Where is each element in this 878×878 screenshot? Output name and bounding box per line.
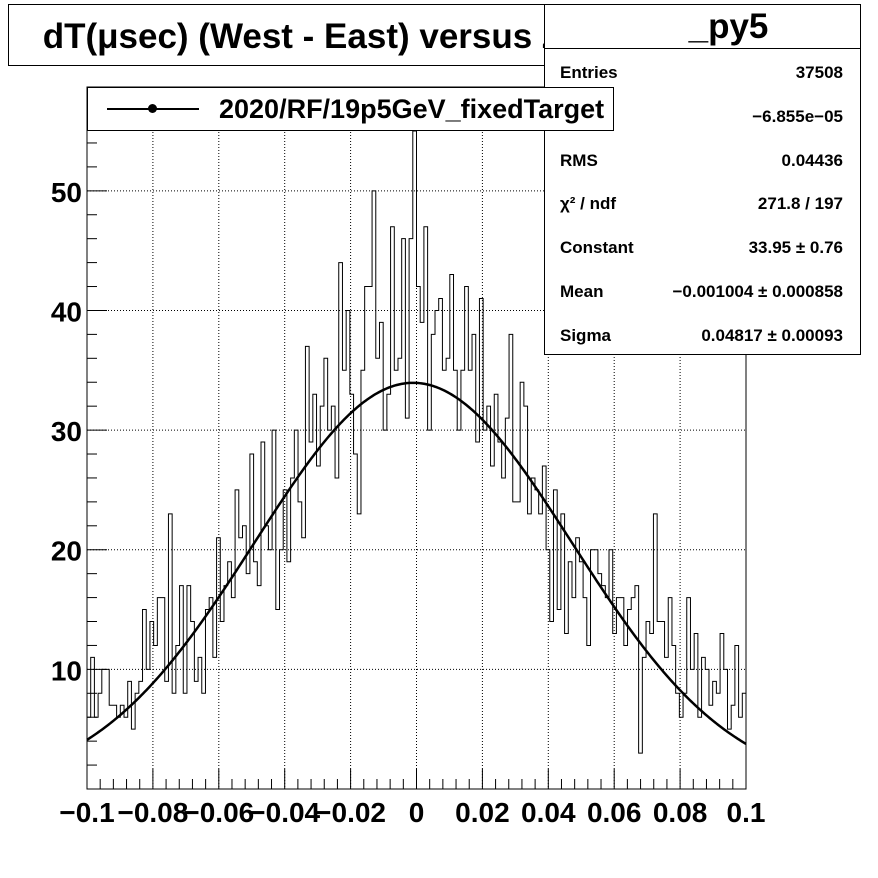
stat-label: Mean — [560, 282, 604, 301]
x-tick-label: −0.06 — [183, 797, 254, 828]
legend-marker — [148, 104, 157, 113]
y-tick-label: 10 — [51, 655, 82, 686]
stat-value: −0.001004 ± 0.000858 — [672, 282, 843, 301]
gaussian-fit-curve — [86, 381, 747, 745]
stat-row-mean: Mean −0.001004 ± 0.000858 — [560, 282, 843, 310]
x-tick-label: 0.08 — [653, 797, 708, 828]
legend: 2020/RF/19p5GeV_fixedTarget — [87, 87, 614, 131]
stat-label: χ² / ndf — [560, 194, 617, 213]
stat-row-entries: Entries 37508 — [560, 63, 843, 91]
x-tick-label: 0.04 — [521, 797, 576, 828]
x-tick-label: 0.1 — [727, 797, 766, 828]
x-tick-label: 0 — [409, 797, 425, 828]
y-tick-label: 50 — [51, 177, 82, 208]
x-tick-label: −0.04 — [249, 797, 320, 828]
stat-row-sigma: Sigma 0.04817 ± 0.00093 — [560, 326, 843, 354]
stat-label: RMS — [560, 151, 598, 170]
stat-row-chi2: χ² / ndf 271.8 / 197 — [560, 194, 843, 222]
y-tick-label: 30 — [51, 416, 82, 447]
title-box: dT(μsec) (West - East) versus Z — [8, 4, 598, 66]
stat-value: 33.95 ± 0.76 — [748, 238, 843, 257]
y-tick-label: 20 — [51, 536, 82, 567]
stat-label: Entries — [560, 63, 618, 82]
stat-value: 37508 — [795, 63, 843, 82]
chart-title: dT(μsec) (West - East) versus Z — [42, 17, 564, 56]
x-tick-label: −0.08 — [117, 797, 188, 828]
x-tick-label: 0.06 — [587, 797, 642, 828]
x-tick-label: 0.02 — [455, 797, 510, 828]
stat-value: −6.855e−05 — [752, 107, 843, 126]
stat-row-mean-value: −6.855e−05 — [560, 107, 843, 135]
stat-row-constant: Constant 33.95 ± 0.76 — [560, 238, 843, 266]
legend-label: 2020/RF/19p5GeV_fixedTarget — [219, 94, 605, 124]
stat-label: Constant — [560, 238, 634, 257]
x-tick-label: −0.02 — [315, 797, 386, 828]
y-tick-label: 40 — [51, 296, 82, 327]
stat-row-rms: RMS 0.04436 — [560, 151, 843, 179]
stat-value: 271.8 / 197 — [757, 194, 843, 213]
stat-value: 0.04436 — [781, 151, 843, 170]
stats-box: _py5 Entries 37508 −6.855e−05 RMS 0.0443… — [544, 4, 861, 355]
stats-name: _py5 — [545, 5, 860, 49]
stat-value: 0.04817 ± 0.00093 — [701, 326, 843, 345]
stat-label: Sigma — [560, 326, 612, 345]
histogram-series — [87, 130, 746, 754]
x-tick-label: −0.1 — [59, 797, 114, 828]
